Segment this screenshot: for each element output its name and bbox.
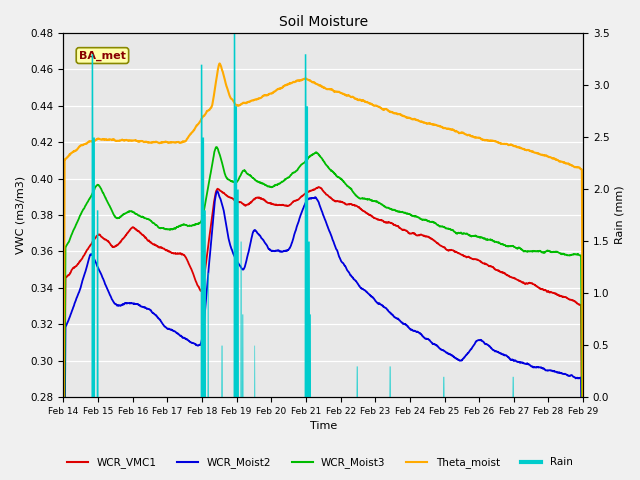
Y-axis label: Rain (mm): Rain (mm) (615, 186, 625, 244)
X-axis label: Time: Time (310, 421, 337, 432)
Text: BA_met: BA_met (79, 50, 126, 60)
Legend: WCR_VMC1, WCR_Moist2, WCR_Moist3, Theta_moist, Rain: WCR_VMC1, WCR_Moist2, WCR_Moist3, Theta_… (63, 453, 577, 472)
Y-axis label: VWC (m3/m3): VWC (m3/m3) (15, 176, 25, 254)
Title: Soil Moisture: Soil Moisture (278, 15, 368, 29)
